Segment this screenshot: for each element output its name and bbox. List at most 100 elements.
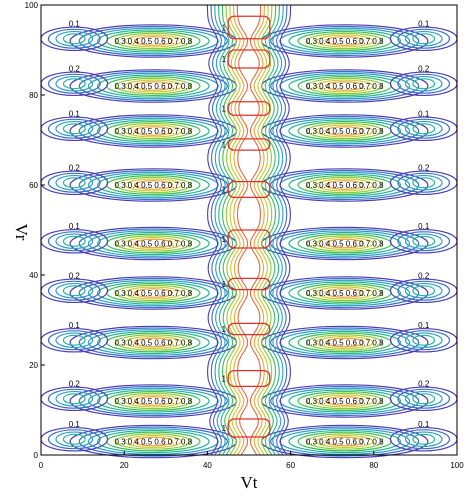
contour-ring-right-band3-lv3 — [288, 281, 402, 305]
contour-label-band4-l-0: 0.3 — [114, 240, 126, 249]
contour-label-band3-r-2: 0.5 — [332, 289, 344, 298]
contour-ring-left-band3-lv1 — [78, 277, 228, 309]
contour-ring-left-band2-lv7 — [133, 337, 174, 348]
contour-satellite-left-band1-lv2 — [55, 390, 94, 407]
contour-label-band7-r-5: 0.8 — [372, 82, 384, 91]
contour-label-band2-r-5: 0.8 — [372, 339, 384, 348]
contour-label-band2-r-0: 0.3 — [306, 339, 318, 348]
contour-label-band0-l-1: 0.4 — [128, 438, 140, 447]
contour-label-band0-r-1: 0.4 — [319, 438, 331, 447]
contour-satellite-left-band3-lv0 — [40, 278, 109, 304]
contour-label-peak-2: 1 — [222, 105, 227, 114]
contour-label-band5-l-4: 0.7 — [168, 181, 180, 190]
contour-satellite-left-band2-lv1 — [47, 330, 101, 351]
contour-satellite-left-band8-lv1 — [47, 28, 101, 49]
contour-peak-island-1 — [227, 49, 271, 69]
contour-ring-right-band2-lv1 — [270, 327, 420, 358]
contour-satellite-right-band4-lv3 — [412, 235, 436, 247]
contour-ring-right-band6-lv2 — [279, 117, 411, 145]
contour-peak-island-2 — [227, 101, 271, 116]
contour-satellite-left-band7-lv0 — [40, 71, 109, 97]
contour-ring-right-band4-lv5 — [306, 235, 383, 252]
contour-label-band1-l-4: 0.7 — [168, 397, 180, 406]
plot-frame — [40, 4, 458, 456]
contour-label-satellite-band8-r: 0.1 — [418, 20, 430, 29]
contour-label-band4-l-3: 0.6 — [154, 240, 166, 249]
contour-ring-right-band8-lv5 — [306, 32, 383, 50]
contour-ring-left-band4-lv3 — [96, 231, 210, 256]
contour-satellite-right-band6-lv3 — [412, 123, 436, 135]
contour-ring-left-band7-lv3 — [96, 74, 210, 98]
contour-peak-island-9 — [227, 418, 271, 438]
contour-ring-right-band2-lv3 — [288, 330, 402, 355]
contour-ring-right-band8-lv1 — [270, 25, 420, 57]
contour-ring-left-band5-lv1 — [78, 169, 228, 201]
y-tick-label: 40 — [29, 271, 38, 280]
contour-label-band3-r-1: 0.4 — [319, 289, 331, 298]
contour-peak-island-0 — [227, 15, 271, 40]
contour-ring-right-band7-lv5 — [306, 77, 383, 95]
column-contour-left-lv3 — [218, 4, 230, 456]
contour-label-satellite-band5-l: 0.2 — [69, 164, 81, 173]
contour-satellite-right-band8-lv3 — [412, 33, 436, 45]
contour-ring-right-band8-lv7 — [324, 36, 365, 46]
contour-ring-right-band5-lv7 — [324, 180, 365, 190]
contour-ring-right-band4-lv2 — [279, 230, 411, 257]
contour-label-band5-r-3: 0.6 — [346, 181, 358, 190]
contour-label-band4-r-5: 0.8 — [372, 240, 384, 249]
contour-label-band7-l-0: 0.3 — [114, 82, 126, 91]
contour-ring-right-band4-lv1 — [270, 228, 420, 259]
contour-label-band3-r-3: 0.6 — [346, 289, 358, 298]
contour-satellite-left-band5-lv1 — [47, 172, 101, 193]
contour-label-satellite-band0-r: 0.1 — [418, 420, 430, 429]
contour-ring-left-band1-lv7 — [133, 396, 174, 406]
contour-label-band8-r-5: 0.8 — [372, 37, 384, 46]
contour-label-band1-r-0: 0.3 — [306, 397, 318, 406]
contour-label-band0-r-5: 0.8 — [372, 438, 384, 447]
contour-peak-island-8 — [227, 369, 271, 388]
contour-ring-right-band1-lv5 — [306, 392, 383, 410]
contour-satellite-left-band6-lv2 — [55, 120, 94, 137]
contour-label-band6-l-2: 0.5 — [141, 127, 153, 136]
contour-ring-right-band4-lv6 — [315, 236, 374, 251]
contour-ring-left-band8-lv7 — [133, 36, 174, 46]
contour-satellite-left-band5-lv0 — [40, 170, 109, 196]
contour-satellite-left-band8-lv3 — [62, 33, 86, 45]
contour-label-band4-r-2: 0.5 — [332, 240, 344, 249]
contour-ring-left-band8-lv1 — [78, 25, 228, 57]
contour-ring-left-band0-lv1 — [78, 426, 228, 457]
contour-ring-right-band7-lv1 — [270, 70, 420, 102]
column-contour-left-lv1 — [210, 5, 223, 456]
contour-ring-left-band0-lv6 — [124, 434, 183, 449]
y-tick-label: 0 — [34, 451, 39, 460]
contour-ring-right-band3-lv1 — [270, 277, 420, 309]
contour-label-peak-0: 1 — [222, 24, 227, 33]
contour-ring-left-band6-lv3 — [96, 119, 210, 143]
contour-satellite-right-band4-lv2 — [404, 233, 443, 250]
column-contour-right-lv4 — [264, 5, 277, 456]
contour-ring-left-band7-lv1 — [78, 70, 228, 102]
contour-label-band8-l-5: 0.8 — [181, 37, 193, 46]
y-axis-label: Vr — [12, 224, 31, 241]
contour-label-band1-l-0: 0.3 — [114, 397, 126, 406]
contour-label-satellite-band2-r: 0.1 — [418, 321, 430, 330]
y-tick-label: 20 — [29, 361, 38, 370]
contour-satellite-left-band2-lv0 — [40, 327, 109, 353]
contour-satellite-right-band1-lv2 — [404, 390, 443, 407]
contour-ring-left-band8-lv6 — [124, 34, 183, 48]
contour-satellite-right-band8-lv2 — [404, 30, 443, 47]
y-tick-label: 80 — [29, 91, 38, 100]
x-tick-label: 80 — [369, 461, 378, 470]
contour-label-band2-l-1: 0.4 — [128, 339, 140, 348]
contour-label-band2-l-2: 0.5 — [141, 339, 153, 348]
contour-label-band1-r-1: 0.4 — [319, 397, 331, 406]
contour-satellite-right-band5-lv1 — [397, 172, 451, 193]
contour-ring-right-band4-lv7 — [324, 238, 365, 249]
contour-ring-left-band6-lv1 — [78, 115, 228, 147]
contour-satellite-right-band6-lv2 — [404, 120, 443, 137]
contour-label-band5-r-0: 0.3 — [306, 181, 318, 190]
contour-label-band3-r-4: 0.7 — [359, 289, 371, 298]
contour-satellite-right-band3-lv3 — [412, 285, 436, 297]
